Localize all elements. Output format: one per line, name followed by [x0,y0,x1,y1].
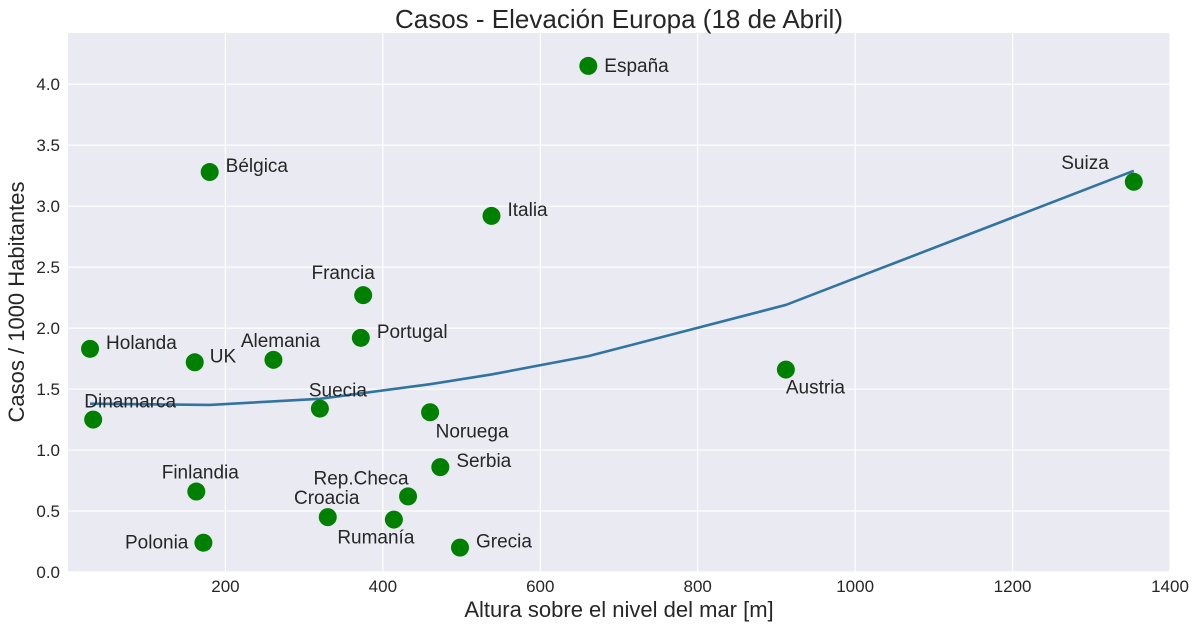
data-point [81,339,100,358]
y-tick-label: 2.5 [36,258,60,277]
y-tick-label: 4.0 [36,75,60,94]
point-label: Finlandia [162,463,240,484]
y-axis-label: Casos / 1000 Habitantes [4,182,29,423]
point-label: Polonia [125,533,189,554]
data-point [310,399,329,418]
point-label: Serbia [456,451,511,472]
grid [68,33,1171,573]
point-label: Rep.Checa [314,468,409,489]
x-tick-label: 800 [684,577,712,596]
data-point [776,360,795,379]
data-point [264,350,283,369]
point-label: Suecia [309,381,368,402]
point-label: Dinamarca [84,392,176,413]
x-tick-label: 600 [526,577,554,596]
data-point [1124,172,1143,191]
point-label: Italia [507,200,548,221]
x-tick-label: 1400 [1151,577,1189,596]
data-point [187,482,206,501]
data-point [84,410,103,429]
data-points: España Bélgica Suiza Italia Francia Portugal H… [81,56,1143,557]
point-label: España [604,56,669,77]
point-label: Alemania [241,331,321,352]
chart-title: Casos - Elevación Europa (18 de Abril) [395,4,843,34]
data-point [194,533,213,552]
trend-line [90,169,1135,407]
point-label: Portugal [377,322,448,343]
y-tick-label: 3.5 [36,136,60,155]
data-point [354,286,373,305]
plot-area [68,33,1170,572]
data-point [579,56,598,75]
y-tick-label: 2.0 [36,319,60,338]
x-tick-label: 1000 [836,577,874,596]
point-label: Austria [786,378,846,399]
data-point [200,163,219,182]
y-tick-label: 1.0 [36,441,60,460]
point-label: Rumanía [337,528,415,549]
point-label: Noruega [436,421,509,442]
y-tick-label: 0.0 [36,563,60,582]
x-tick-label: 400 [369,577,397,596]
data-point [431,458,450,477]
point-label: Croacia [294,488,360,509]
y-tick-label: 3.0 [36,197,60,216]
data-point [351,328,370,347]
point-label: Holanda [106,333,177,354]
point-label: Francia [311,263,375,284]
tick-labels: 200 400 600 800 1000 1200 1400 0.0 0.5 1.0 1.5 2.0 2… [36,75,1189,596]
point-label: UK [210,346,237,367]
point-label: Bélgica [226,156,289,177]
y-tick-label: 0.5 [36,502,60,521]
data-point [450,538,469,557]
data-point [185,353,204,372]
point-label: Suiza [1061,153,1109,174]
point-label: Grecia [476,532,532,553]
y-tick-label: 1.5 [36,380,60,399]
x-tick-label: 200 [211,577,239,596]
data-point [421,403,440,422]
data-point [318,508,337,527]
data-point [482,206,501,225]
x-axis-label: Altura sobre el nivel del mar [m] [464,597,773,622]
x-tick-label: 1200 [994,577,1032,596]
data-point [399,487,418,506]
data-point [384,510,403,529]
